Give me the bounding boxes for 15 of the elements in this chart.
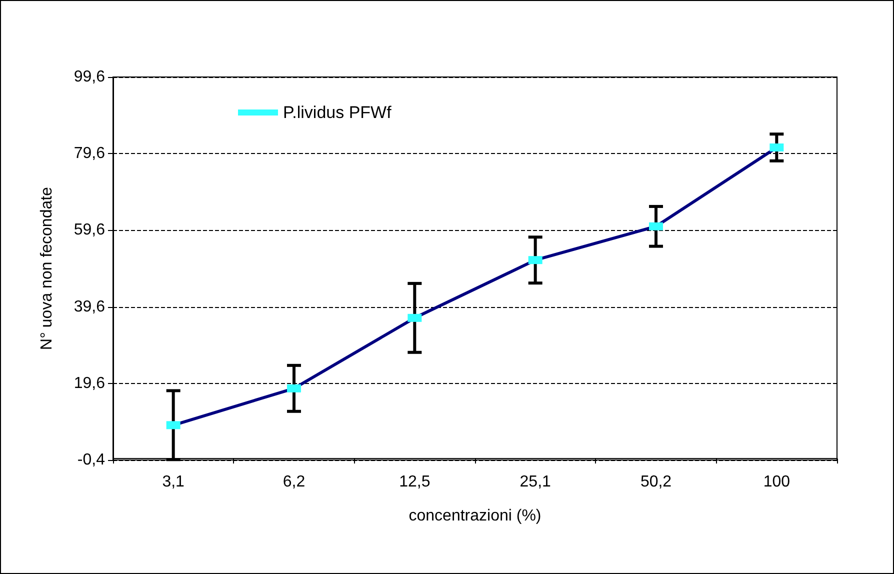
x-tick-label: 12,5 — [399, 474, 430, 490]
legend-label: P.lividus PFWf — [283, 103, 392, 122]
y-tick-label: 59,6 — [74, 222, 106, 239]
y-tick-label: 99,6 — [74, 68, 106, 86]
y-tick-label: -0,4 — [77, 452, 106, 468]
y-tick-label: 39,6 — [74, 298, 106, 316]
x-tick-label: 100 — [763, 474, 790, 490]
x-tick-label: 50,2 — [640, 474, 672, 490]
y-tick-label: 79,6 — [74, 145, 106, 162]
y-tick-label: 19,6 — [74, 374, 106, 392]
y-axis-title: N° uova non fecondate — [38, 186, 56, 350]
x-tick-label: 3,1 — [162, 474, 185, 490]
x-tick-label: 6,2 — [282, 474, 306, 490]
x-tick-label: 25,1 — [520, 474, 552, 490]
x-axis-title: concentrazioni (%) — [408, 508, 542, 524]
